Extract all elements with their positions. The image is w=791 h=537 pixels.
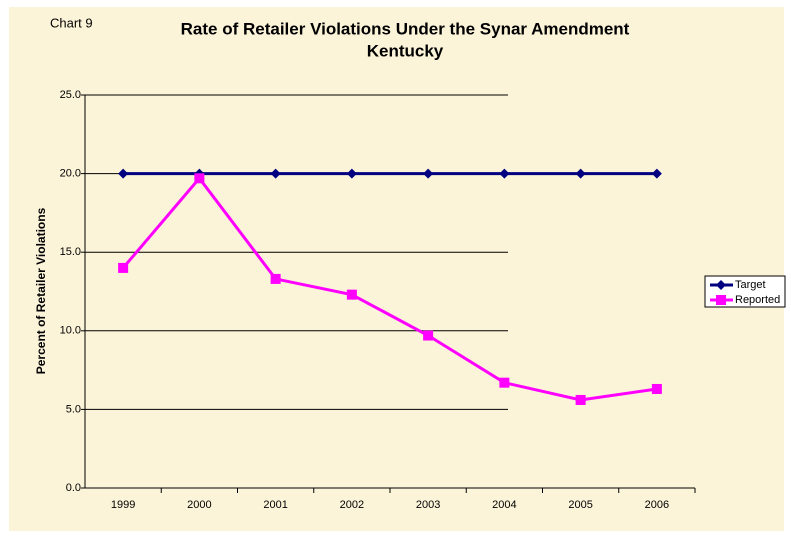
data-point bbox=[575, 168, 586, 179]
y-tick-label: 20.0 bbox=[60, 168, 81, 180]
legend-marker bbox=[716, 280, 726, 290]
data-point bbox=[651, 168, 662, 179]
legend-label: Reported bbox=[735, 294, 780, 306]
x-tick-label: 2003 bbox=[416, 499, 440, 511]
legend-marker bbox=[716, 295, 726, 305]
data-point bbox=[118, 168, 129, 179]
x-tick-label: 2001 bbox=[263, 499, 287, 511]
y-tick-label: 0.0 bbox=[66, 482, 81, 494]
data-point bbox=[118, 262, 129, 273]
chart-title: Kentucky bbox=[367, 41, 444, 60]
x-tick-label: 2005 bbox=[568, 499, 592, 511]
chart-label: Chart 9 bbox=[50, 15, 93, 30]
y-tick-label: 10.0 bbox=[60, 325, 81, 337]
y-axis-label: Percent of Retailer Violations bbox=[34, 207, 48, 374]
data-point bbox=[423, 330, 434, 341]
data-point bbox=[346, 168, 357, 179]
y-tick-label: 15.0 bbox=[60, 246, 81, 258]
data-point bbox=[346, 289, 357, 300]
x-tick-label: 2002 bbox=[340, 499, 364, 511]
data-point bbox=[270, 168, 281, 179]
data-point bbox=[423, 168, 434, 179]
data-point bbox=[651, 383, 662, 394]
data-point bbox=[499, 168, 510, 179]
series-line bbox=[121, 175, 658, 402]
data-point bbox=[499, 377, 510, 388]
x-tick-label: 1999 bbox=[111, 499, 135, 511]
y-tick-label: 5.0 bbox=[66, 403, 81, 415]
data-point bbox=[270, 273, 281, 284]
x-tick-label: 2004 bbox=[492, 499, 516, 511]
legend-label: Target bbox=[735, 279, 766, 291]
data-point bbox=[575, 394, 586, 405]
x-tick-label: 2000 bbox=[187, 499, 211, 511]
data-point bbox=[194, 173, 205, 184]
y-tick-label: 25.0 bbox=[60, 89, 81, 101]
x-tick-label: 2006 bbox=[645, 499, 669, 511]
chart-background bbox=[9, 7, 784, 531]
chart-title: Rate of Retailer Violations Under the Sy… bbox=[181, 19, 630, 38]
